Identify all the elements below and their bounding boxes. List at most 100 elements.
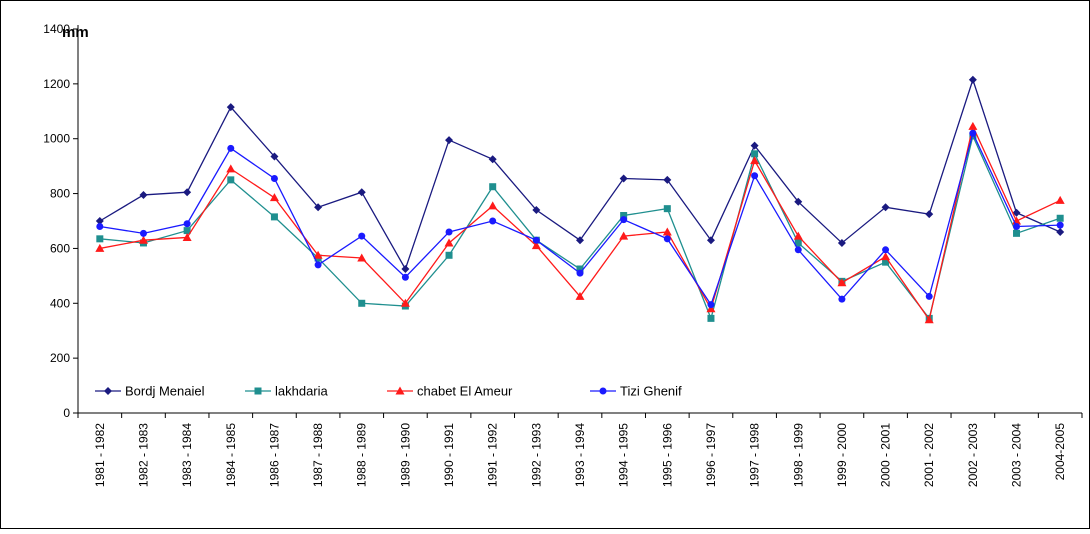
data-point [96,235,104,243]
data-point [531,241,541,250]
y-axis-unit-label: mm [62,24,89,41]
data-point [707,301,715,309]
legend-item: lakhdaria [245,384,329,399]
data-point [357,253,367,262]
data-point [489,217,497,225]
data-point [183,227,191,235]
x-tick-label: 1994 - 1995 [617,423,631,487]
data-point [1055,195,1065,204]
data-point [662,227,672,236]
data-point [968,75,977,84]
legend-label: chabet El Ameur [417,384,513,399]
data-point [881,252,891,261]
data-point [619,231,629,240]
series-tizi-ghenif [96,129,1064,309]
data-point [395,386,405,395]
data-point [924,315,934,324]
data-point [925,292,933,300]
data-point [751,172,759,180]
legend: Bordj Menaiel lakhdaria chabet El Ameur Tiz… [95,384,682,399]
data-point [95,243,105,252]
data-point [838,295,846,303]
series-group [95,75,1065,324]
legend-item: Bordj Menaiel [95,384,205,399]
x-tick-label: 2004-2005 [1053,423,1067,481]
data-point [254,387,262,395]
data-point [1012,208,1021,217]
y-tick-label: 0 [63,406,70,420]
data-point [532,206,541,215]
data-point [1056,214,1064,222]
x-tick-label: 1995 - 1996 [660,423,674,487]
data-point [313,250,323,259]
data-point [794,246,802,254]
x-tick-label: 1997 - 1998 [748,423,762,487]
data-point [1013,229,1021,237]
data-point [227,176,235,184]
data-point [620,212,628,220]
data-point [575,291,585,300]
data-point [139,190,148,199]
data-point [837,238,846,247]
y-tick-label: 200 [50,351,70,365]
data-point [969,129,977,137]
data-point [837,278,847,287]
x-tick-label: 1982 - 1983 [136,423,150,487]
data-point [183,220,191,228]
data-point [576,265,584,273]
data-point [794,197,803,206]
data-point [226,103,235,112]
data-point [358,299,366,307]
x-tick-label: 1983 - 1984 [180,423,194,487]
data-point [751,150,759,158]
data-point [882,246,890,254]
data-point [358,232,366,240]
data-point [1056,227,1065,236]
x-tick-label: 2002 - 2003 [966,423,980,487]
data-point [707,314,715,322]
series-bordj-menaiel [95,75,1065,273]
x-tick-label: 2001 - 2002 [922,423,936,487]
data-point [794,239,802,247]
y-tick-label: 1200 [43,77,70,91]
y-tick-label: 1000 [43,132,70,146]
data-point [599,387,607,395]
x-tick-label: 1992 - 1993 [529,423,543,487]
data-point [401,273,409,281]
y-tick-label: 1400 [43,22,70,36]
series-chabet-el-ameur [95,121,1065,324]
legend-item: Tizi Ghenif [590,384,682,399]
data-point [793,231,803,240]
x-tick-label: 1990 - 1991 [442,423,456,487]
x-tick-label: 2003 - 2004 [1010,423,1024,487]
x-tick-label: 1989 - 1990 [398,423,412,487]
data-point [532,236,540,244]
data-point [444,238,454,247]
data-point [663,175,672,184]
data-point [663,205,671,213]
data-point [138,235,148,244]
data-point [1056,221,1064,229]
data-point [270,152,279,161]
x-tick-label: 1998 - 1999 [791,423,805,487]
x-tick-label: 1987 - 1988 [311,423,325,487]
data-point [576,269,584,277]
x-tick-label: 1999 - 2000 [835,423,849,487]
y-tick-label: 800 [50,187,70,201]
data-point [400,298,410,307]
legend-item: chabet El Ameur [387,384,513,399]
data-point [182,232,192,241]
x-tick-label: 1991 - 1992 [486,423,500,487]
data-point [750,156,760,165]
axes: 0 200 400 600 800 1000 1200 1400 1981 - 1982 1982… [43,22,1083,487]
data-point [663,235,671,243]
data-point [104,387,112,395]
data-point [576,236,584,245]
data-point [882,258,890,266]
data-point [619,174,628,183]
data-point [925,210,934,219]
data-point [183,188,192,197]
data-point [750,141,759,150]
